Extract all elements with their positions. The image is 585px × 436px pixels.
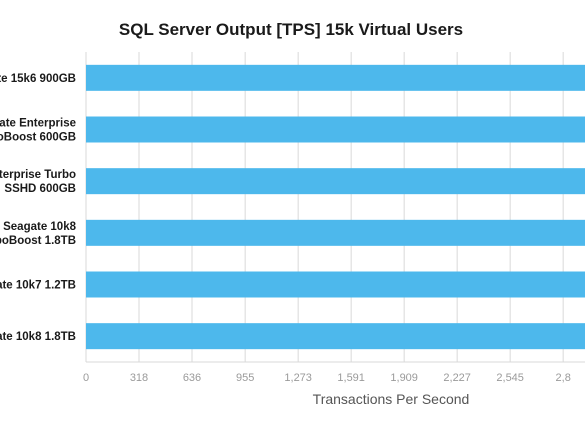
bar: [86, 116, 585, 143]
x-tick-label: 2,8: [556, 372, 571, 384]
bar: [86, 64, 585, 91]
category-label: SSHD 600GB: [4, 183, 76, 195]
category-label: ate 15k6 900GB: [0, 73, 76, 85]
x-axis-title: Transactions Per Second: [313, 391, 470, 407]
gridlines: [85, 52, 585, 363]
x-tick-label: 2,227: [443, 372, 471, 384]
category-label: 3 Seagate 10k8: [0, 221, 77, 233]
x-tick-label: 955: [236, 372, 254, 384]
x-tick-label: 1,591: [337, 372, 365, 384]
x-tick-label: 0: [83, 372, 89, 384]
category-labels: ate 15k6 900GB agate Enterprise boBoost 60…: [0, 73, 77, 343]
category-label: ate 10k8 1.8TB: [0, 331, 76, 343]
bar: [86, 168, 585, 195]
category-label: nterprise Turbo: [0, 169, 76, 181]
x-tick-labels: 0 318 636 955 1,273 1,591 1,909 2,227 2,545 2,8: [83, 372, 571, 384]
x-tick-label: 1,909: [390, 372, 418, 384]
category-label: boBoost 1.8TB: [0, 235, 76, 247]
x-tick-label: 636: [183, 372, 201, 384]
bar: [86, 271, 585, 298]
x-tick-label: 318: [130, 372, 148, 384]
bars: [86, 64, 585, 350]
x-tick-label: 2,545: [496, 372, 524, 384]
bar: [86, 219, 585, 246]
category-label: agate Enterprise: [0, 118, 76, 130]
category-label: ate 10k7 1.2TB: [0, 280, 76, 292]
category-label: boBoost 600GB: [0, 132, 76, 144]
bar: [86, 323, 585, 350]
chart-title: SQL Server Output [TPS] 15k Virtual User…: [119, 20, 463, 39]
x-tick-label: 1,273: [284, 372, 312, 384]
